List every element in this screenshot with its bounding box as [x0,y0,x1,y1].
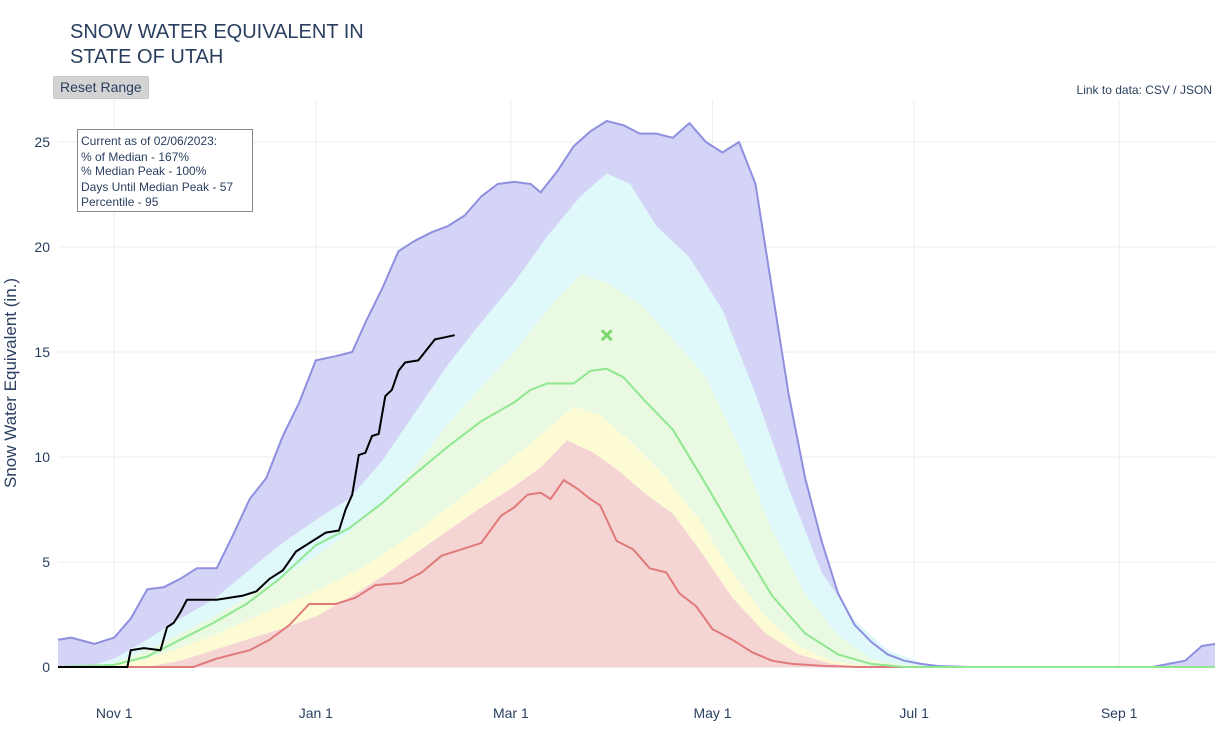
x-tick-label: Nov 1 [96,705,133,721]
y-tick-label: 0 [42,659,50,675]
y-tick-label: 25 [34,134,50,150]
x-tick-label: Jan 1 [299,705,333,721]
x-tick-label: May 1 [693,705,731,721]
x-tick-label: Sep 1 [1101,705,1138,721]
data-links: Link to data: CSV / JSON [1077,83,1212,97]
x-tick-label: Mar 1 [493,705,529,721]
info-line-pct-median: % of Median - 167% [81,150,189,164]
x-axis-ticks: Nov 1 Jan 1 Mar 1 May 1 Jul 1 Sep 1 [96,705,1138,721]
data-links-separator: / [1173,83,1177,97]
chart-title: SNOW WATER EQUIVALENT IN STATE OF UTAH [70,20,364,70]
series-lines [57,120,1216,668]
info-line-as-of: Current as of 02/06/2023: [81,134,217,148]
y-axis-label: Snow Water Equivalent (in.) [1,278,20,488]
chart-title-line1: SNOW WATER EQUIVALENT IN [70,21,364,43]
series-line-max [57,120,1216,668]
band-p90-p70 [58,173,1215,667]
band-max-p90 [58,121,1215,667]
json-link[interactable]: JSON [1179,83,1212,97]
info-line-days-until-peak: Days Until Median Peak - 57 [81,180,233,194]
info-line-percentile: Percentile - 95 [81,195,159,209]
series-line-median [57,367,1215,668]
x-tick-label: Jul 1 [899,705,929,721]
y-tick-label: 15 [34,344,50,360]
info-line-pct-median-peak: % Median Peak - 100% [81,164,207,178]
series-line-min [58,479,1215,668]
chart-markers [601,329,613,341]
csv-link[interactable]: CSV [1145,83,1170,97]
reset-range-button[interactable]: Reset Range [53,76,149,99]
y-tick-label: 20 [34,239,50,255]
band-p70-p50 [58,274,1215,667]
chart-title-line2: STATE OF UTAH [70,46,224,68]
data-links-prefix: Link to data: [1076,83,1142,97]
y-axis-ticks: 0 5 10 15 20 25 [34,134,50,675]
series-line-current [58,334,455,668]
y-tick-label: 5 [42,554,50,570]
info-box-frame [77,129,253,212]
info-box: Current as of 02/06/2023: % of Median - … [77,129,253,212]
median-peak-marker[interactable] [601,329,613,341]
band-p50-p30 [58,406,1215,667]
y-tick-label: 10 [34,449,50,465]
